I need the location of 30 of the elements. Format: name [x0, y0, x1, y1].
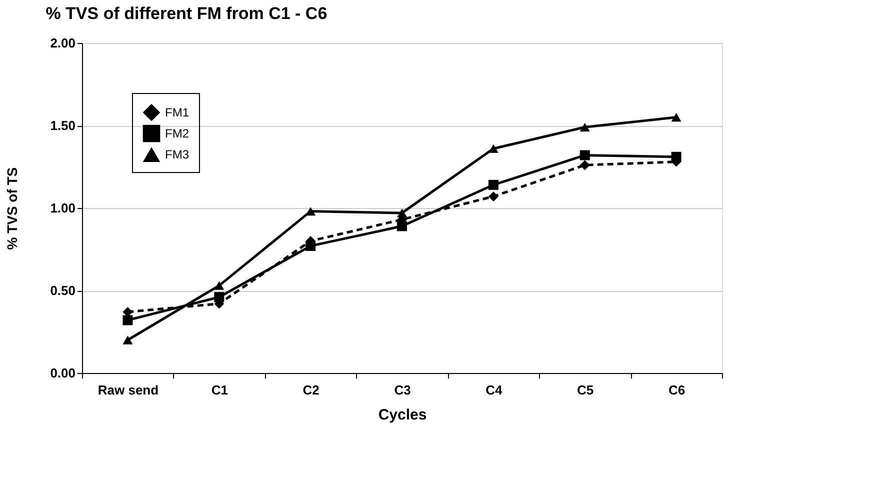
point: [580, 150, 590, 160]
y-tick-label: 0.50: [50, 283, 76, 298]
x-tick-label: Raw send: [98, 382, 159, 398]
point: [122, 336, 133, 344]
x-axis-title: Cycles: [378, 406, 427, 424]
point: [488, 180, 498, 190]
point: [671, 112, 682, 122]
y-tick-label: 1.50: [50, 118, 76, 133]
legend-label: FM3: [165, 148, 190, 162]
point: [122, 315, 133, 326]
point: [306, 206, 316, 216]
x-tick-label: C5: [577, 382, 594, 398]
y-tick-label: 2.00: [50, 36, 76, 50]
x-tick-label: C3: [394, 382, 411, 398]
legend-label: FM1: [165, 106, 190, 120]
point: [488, 144, 498, 153]
chart-title: % TVS of different FM from C1 - C6: [46, 4, 328, 23]
point: [214, 281, 224, 290]
legend-label: FM2: [165, 126, 190, 140]
point: [488, 191, 498, 202]
y-axis-title: % TVS of TS: [4, 167, 20, 250]
x-tick-label: C2: [302, 382, 320, 398]
x-tick-label: C1: [211, 382, 228, 398]
point: [122, 306, 133, 317]
point: [580, 122, 590, 132]
y-tick-label: 1.00: [50, 200, 76, 216]
x-tick-label: C4: [486, 382, 504, 398]
point: [580, 160, 590, 170]
x-tick-label: C6: [668, 382, 686, 398]
y-tick-label: 0.00: [50, 366, 76, 380]
